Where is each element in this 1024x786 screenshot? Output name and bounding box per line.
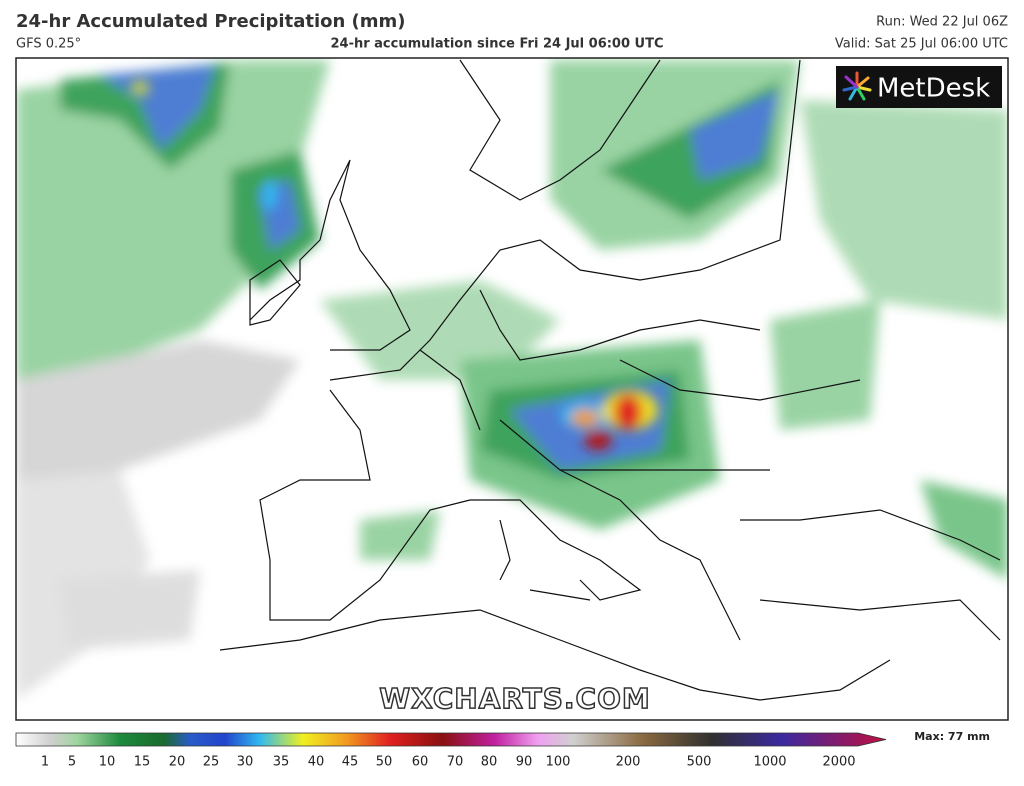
colorbar-label: 25 [203, 755, 220, 770]
colorbar-label: 2000 [822, 755, 855, 770]
subtitle: 24-hr accumulation since Fri 24 Jul 06:0… [330, 37, 663, 52]
logo: MetDesk [836, 66, 1002, 108]
colorbar-label: 5 [68, 755, 76, 770]
colorbar-label: 1 [41, 755, 49, 770]
title: 24-hr Accumulated Precipitation (mm) [16, 11, 406, 32]
colorbar-label: 60 [412, 755, 429, 770]
colorbar-label: 20 [169, 755, 186, 770]
colorbar-label: 70 [447, 755, 464, 770]
colorbar-label: 100 [546, 755, 571, 770]
colorbar-label: 15 [134, 755, 151, 770]
colorbar: Max: 77 mm 1 5 10 15 20 25 30 35 40 45 50 60 70 80 90 1… [15, 730, 990, 770]
colorbar-label: 200 [616, 755, 641, 770]
map: WXCHARTS.COM [16, 58, 1008, 720]
coastlines [219, 59, 1001, 701]
colorbar-label: 10 [99, 755, 116, 770]
colorbar-label: 90 [516, 755, 533, 770]
run: Run: Wed 22 Jul 06Z [876, 15, 1008, 30]
valid: Valid: Sat 25 Jul 06:00 UTC [835, 37, 1008, 52]
colorbar-label: 40 [308, 755, 325, 770]
model: GFS 0.25° [16, 37, 81, 52]
colorbar-label: 80 [481, 755, 498, 770]
colorbar-label: 30 [237, 755, 254, 770]
colorbar-label: 1000 [753, 755, 786, 770]
colorbar-label: 500 [687, 755, 712, 770]
colorbar-label: 50 [376, 755, 393, 770]
colorbar-label: 35 [273, 755, 290, 770]
watermark: WXCHARTS.COM [379, 682, 651, 715]
colorbar-label: 45 [342, 755, 359, 770]
logo-text: MetDesk [877, 74, 990, 104]
map-frame [15, 57, 1009, 721]
max-label: Max: 77 mm [914, 730, 990, 743]
